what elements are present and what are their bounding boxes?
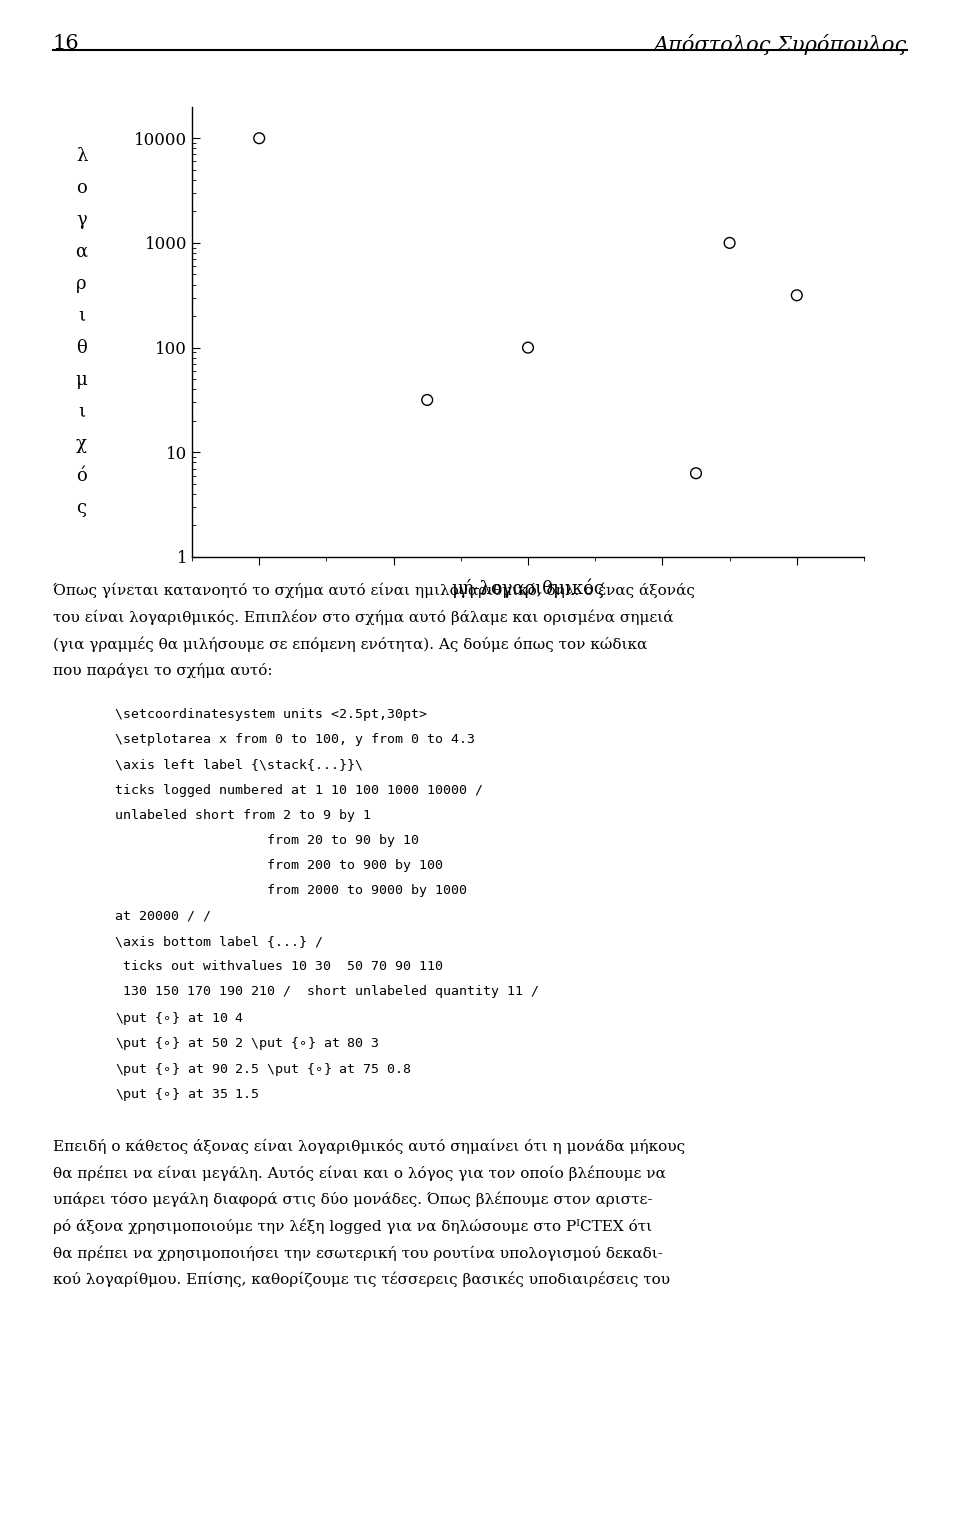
Text: \axis bottom label {...} /: \axis bottom label {...} / (115, 934, 324, 948)
Text: λ: λ (76, 146, 87, 165)
Text: κού λογαρίθμου. Επίσης, καθορίζουμε τις τέσσερεις βασικές υποδιαιρέσεις του: κού λογαρίθμου. Επίσης, καθορίζουμε τις … (53, 1273, 670, 1288)
Text: 16: 16 (53, 34, 80, 52)
Text: θα πρέπει να είναι μεγάλη. Αυτός είναι και ο λόγος για τον οποίο βλέπουμε να: θα πρέπει να είναι μεγάλη. Αυτός είναι κ… (53, 1166, 665, 1181)
Point (688, 461, 704, 485)
Text: \setcoordinatesystem units <2.5pt,30pt>: \setcoordinatesystem units <2.5pt,30pt> (115, 708, 427, 722)
Point (789, 282, 804, 307)
Text: Επειδή ο κάθετος άξονας είναι λογαριθμικός αυτό σημαίνει ότι η μονάδα μήκους: Επειδή ο κάθετος άξονας είναι λογαριθμικ… (53, 1138, 684, 1154)
X-axis label: μή-λογαριθμικός: μή-λογαριθμικός (451, 578, 605, 598)
Text: χ: χ (76, 435, 87, 453)
Text: υπάρει τόσο μεγάλη διαφορά στις δύο μονάδες. Όπως βλέπουμε στον αριστε-: υπάρει τόσο μεγάλη διαφορά στις δύο μονά… (53, 1192, 652, 1207)
Text: \put {$\circ$} at 10 4: \put {$\circ$} at 10 4 (115, 1010, 245, 1027)
Text: που παράγει το σχήμα αυτό:: που παράγει το σχήμα αυτό: (53, 662, 273, 678)
Text: θα πρέπει να χρησιμοποιήσει την εσωτερική του ρουτίνα υπολογισμού δεκαδι-: θα πρέπει να χρησιμοποιήσει την εσωτερικ… (53, 1245, 662, 1260)
Text: α: α (76, 243, 87, 261)
Text: γ: γ (76, 211, 87, 229)
Text: from 20 to 90 by 10: from 20 to 90 by 10 (115, 833, 420, 847)
Text: ticks out withvalues 10 30  50 70 90 110: ticks out withvalues 10 30 50 70 90 110 (115, 960, 444, 974)
Text: ς: ς (77, 499, 86, 517)
Point (520, 336, 536, 360)
Text: \put {$\circ$} at 35 1.5: \put {$\circ$} at 35 1.5 (115, 1087, 260, 1103)
Text: ticks logged numbered at 1 10 100 1000 10000 /: ticks logged numbered at 1 10 100 1000 1… (115, 783, 483, 797)
Text: Απόστολος Συρόπουλος: Απόστολος Συρόπουλος (654, 34, 907, 55)
Text: Όπως γίνεται κατανοητό το σχήμα αυτό είναι ημιλογαριθμικό, δηλ. ο ένας άξονάς: Όπως γίνεται κατανοητό το σχήμα αυτό είν… (53, 583, 695, 598)
Point (722, 230, 737, 255)
Text: \setplotarea x from 0 to 100, y from 0 to 4.3: \setplotarea x from 0 to 100, y from 0 t… (115, 732, 475, 746)
Text: ό: ό (76, 467, 87, 485)
Text: \put {$\circ$} at 50 2 \put {$\circ$} at 80 3: \put {$\circ$} at 50 2 \put {$\circ$} at… (115, 1035, 380, 1053)
Text: unlabeled short from 2 to 9 by 1: unlabeled short from 2 to 9 by 1 (115, 809, 372, 823)
Text: at 20000 / /: at 20000 / / (115, 909, 211, 923)
Point (420, 388, 435, 412)
Text: ρ: ρ (77, 275, 86, 293)
Text: ι: ι (78, 307, 85, 325)
Text: o: o (76, 179, 87, 197)
Text: 130 150 170 190 210 /  short unlabeled quantity 11 /: 130 150 170 190 210 / short unlabeled qu… (115, 986, 540, 998)
Text: from 2000 to 9000 by 1000: from 2000 to 9000 by 1000 (115, 884, 468, 897)
Text: ι: ι (78, 403, 85, 421)
Text: from 200 to 900 by 100: from 200 to 900 by 100 (115, 859, 444, 873)
Text: (για γραμμές θα μιλήσουμε σε επόμενη ενότητα). Ας δούμε όπως τον κώδικα: (για γραμμές θα μιλήσουμε σε επόμενη ενό… (53, 636, 647, 652)
Text: μ: μ (76, 371, 87, 389)
Text: του είναι λογαριθμικός. Επιπλέον στο σχήμα αυτό βάλαμε και ορισμένα σημειά: του είναι λογαριθμικός. Επιπλέον στο σχή… (53, 609, 673, 626)
Text: θ: θ (76, 339, 87, 357)
Text: ρό άξονα χρησιμοποιούμε την λέξη logged για να δηλώσουμε στο PᴵCTEX ότι: ρό άξονα χρησιμοποιούμε την λέξη logged … (53, 1218, 652, 1235)
Point (252, 127, 267, 151)
Text: \put {$\circ$} at 90 2.5 \put {$\circ$} at 75 0.8: \put {$\circ$} at 90 2.5 \put {$\circ$} … (115, 1061, 412, 1077)
Text: \axis left label {\stack{...}}\: \axis left label {\stack{...}}\ (115, 758, 363, 772)
